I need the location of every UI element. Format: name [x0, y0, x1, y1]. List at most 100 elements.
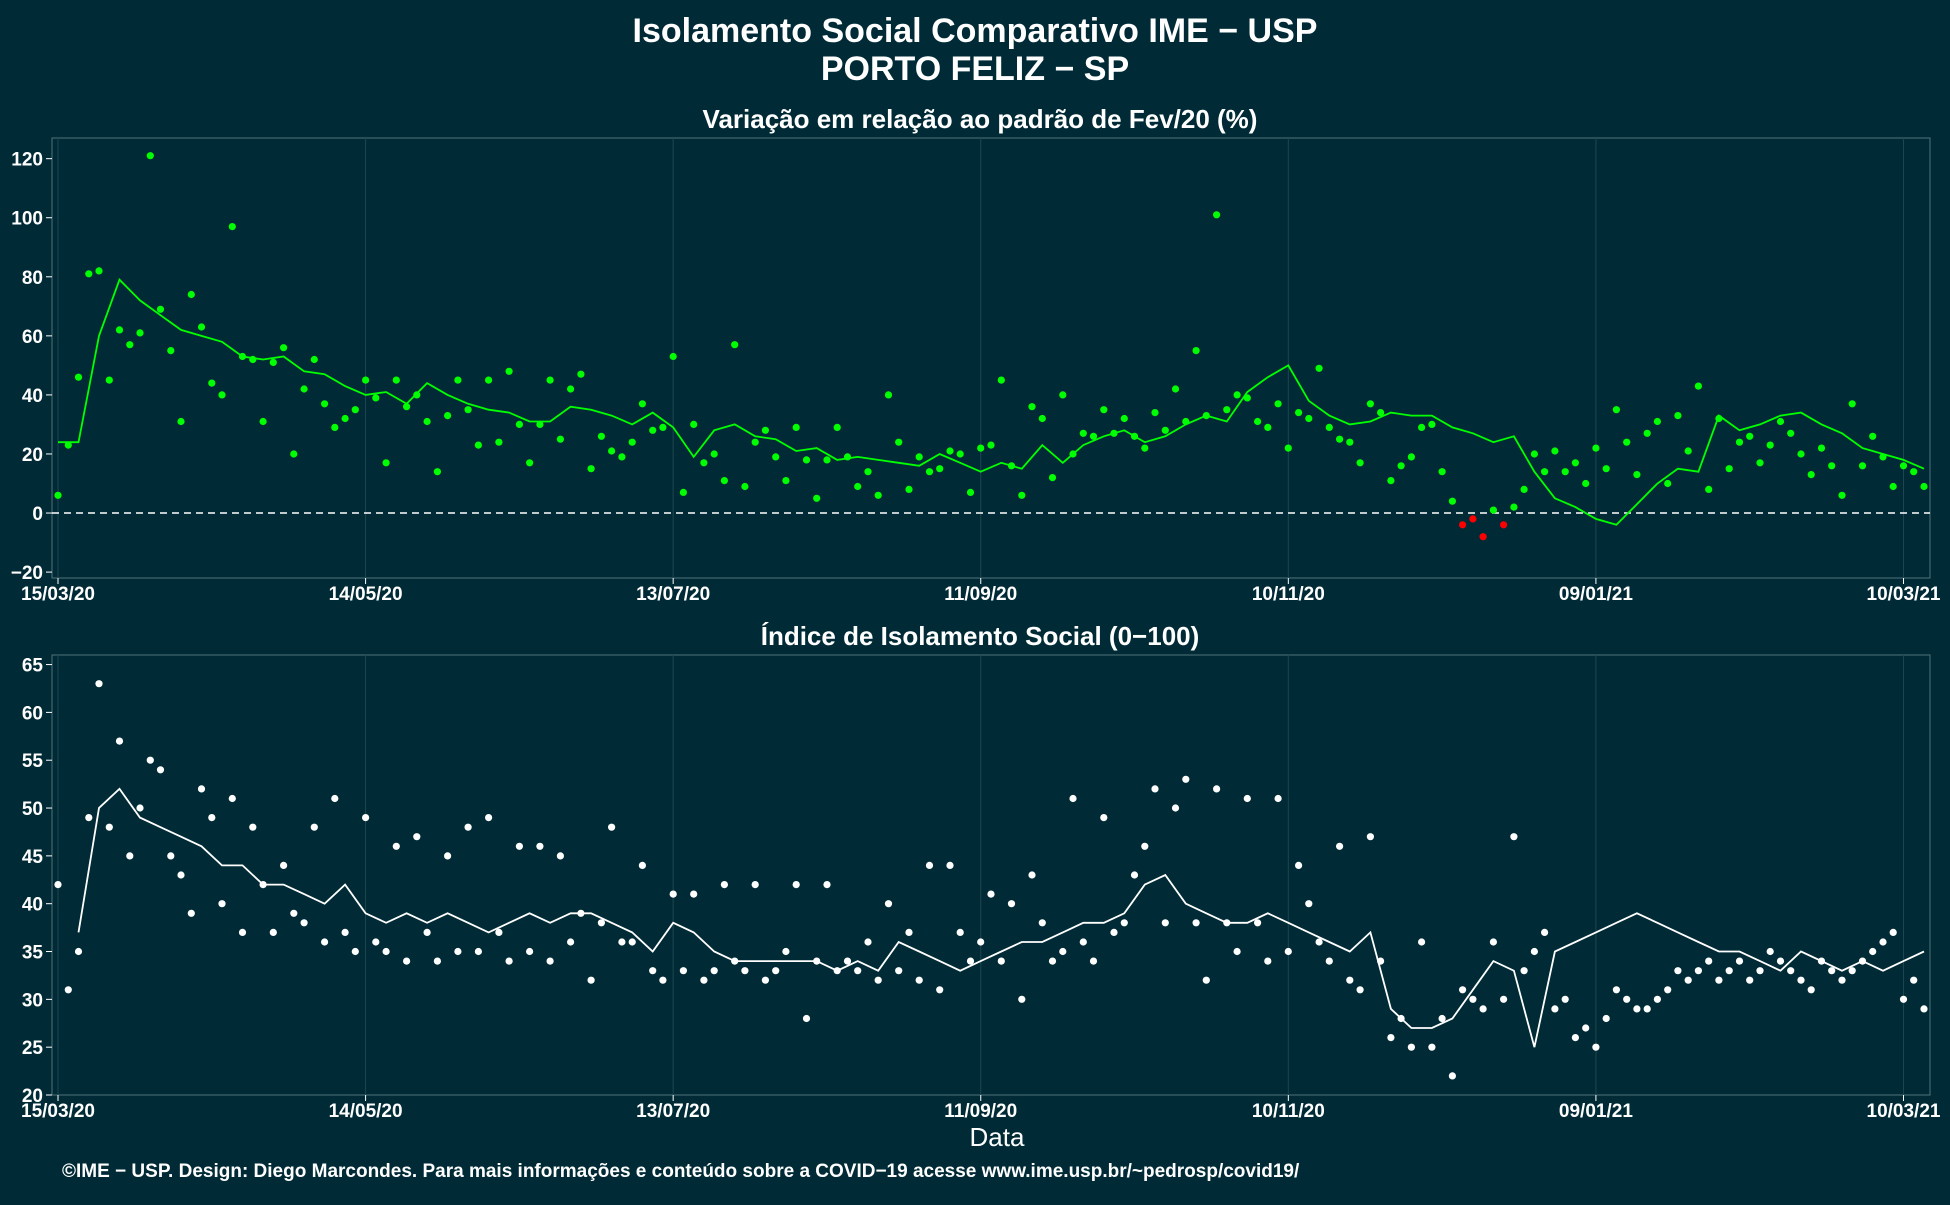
data-point	[64, 986, 72, 994]
data-point	[85, 814, 93, 822]
data-point	[1530, 947, 1538, 956]
credit-text: ©IME − USP. Design: Diego Marcondes. Par…	[62, 1161, 1300, 1182]
data-point	[1233, 947, 1241, 956]
data-point	[1623, 438, 1631, 446]
data-point	[413, 391, 421, 399]
data-point	[1397, 462, 1405, 470]
data-point	[905, 485, 913, 493]
data-point	[1643, 1005, 1651, 1013]
x-tick-label: 11/09/20	[944, 584, 1017, 605]
data-point	[792, 881, 800, 889]
data-point	[1910, 976, 1918, 984]
data-point	[1243, 794, 1251, 803]
data-point	[392, 842, 400, 850]
data-point	[1612, 406, 1620, 414]
data-point	[454, 376, 462, 384]
data-point	[1500, 521, 1508, 529]
data-point	[1653, 995, 1661, 1003]
data-point	[546, 376, 554, 384]
data-point	[74, 373, 83, 381]
data-point	[290, 450, 298, 458]
data-point	[1746, 976, 1754, 984]
data-point	[1438, 468, 1446, 476]
data-point	[321, 938, 329, 946]
data-point	[1592, 444, 1600, 452]
data-point	[228, 223, 236, 231]
data-point	[187, 909, 195, 917]
data-point	[597, 432, 606, 440]
data-point	[1889, 928, 1897, 937]
data-point	[454, 947, 462, 956]
data-point	[956, 450, 964, 458]
data-point	[526, 459, 534, 467]
data-point	[464, 823, 472, 831]
data-point	[690, 420, 698, 428]
data-point	[197, 785, 206, 793]
data-point	[136, 804, 144, 812]
data-point	[474, 441, 482, 449]
data-point	[936, 465, 944, 473]
data-point	[577, 370, 585, 378]
data-point	[741, 482, 749, 491]
x-tick-label: 15/03/20	[21, 1101, 95, 1122]
data-point	[1633, 1005, 1641, 1013]
data-point	[977, 444, 985, 452]
x-tick-label: 13/07/20	[636, 1101, 710, 1122]
data-point	[679, 967, 688, 975]
data-point	[1725, 967, 1733, 975]
data-point	[1305, 414, 1313, 423]
x-tick-label: 10/11/20	[1252, 1101, 1325, 1122]
data-point	[1797, 976, 1805, 984]
data-point	[1469, 515, 1477, 523]
data-point	[1418, 938, 1426, 946]
data-point	[1694, 967, 1702, 975]
data-point	[515, 420, 524, 428]
data-point	[649, 967, 657, 975]
data-point	[136, 329, 144, 337]
data-point	[126, 852, 134, 860]
data-point	[618, 453, 626, 461]
data-point	[823, 881, 831, 889]
data-point	[1089, 432, 1098, 440]
data-point	[300, 919, 308, 927]
data-point	[1602, 465, 1610, 473]
data-point	[1551, 447, 1559, 455]
data-point	[1336, 435, 1344, 443]
data-point	[1079, 429, 1087, 437]
data-point	[526, 947, 534, 956]
data-point	[1346, 976, 1354, 984]
data-point	[362, 376, 370, 384]
data-point	[1899, 995, 1908, 1003]
data-point	[1059, 947, 1067, 956]
data-point	[1551, 1005, 1559, 1013]
data-point	[413, 833, 421, 841]
data-point	[854, 482, 862, 491]
data-point	[1448, 497, 1456, 505]
data-point	[74, 947, 83, 956]
data-point	[474, 947, 482, 956]
data-point	[433, 468, 441, 476]
data-point	[792, 423, 800, 431]
data-point	[249, 823, 257, 831]
data-point	[1920, 482, 1928, 491]
y-tick-label: 55	[22, 751, 44, 772]
y-tick-label: 0	[32, 504, 43, 525]
data-point	[1756, 967, 1764, 975]
data-point	[669, 352, 677, 361]
data-point	[618, 938, 626, 946]
data-point	[1530, 450, 1538, 458]
data-point	[64, 441, 72, 449]
data-point	[628, 438, 636, 446]
data-point	[874, 976, 882, 984]
data-point	[515, 842, 524, 850]
data-point	[1592, 1043, 1600, 1051]
data-point	[925, 861, 934, 870]
data-point	[1182, 775, 1190, 783]
data-point	[1807, 986, 1815, 994]
data-point	[854, 967, 862, 975]
data-point	[731, 341, 739, 349]
y-tick-label: 60	[22, 703, 43, 724]
data-point	[1633, 471, 1641, 479]
data-point	[290, 909, 298, 917]
